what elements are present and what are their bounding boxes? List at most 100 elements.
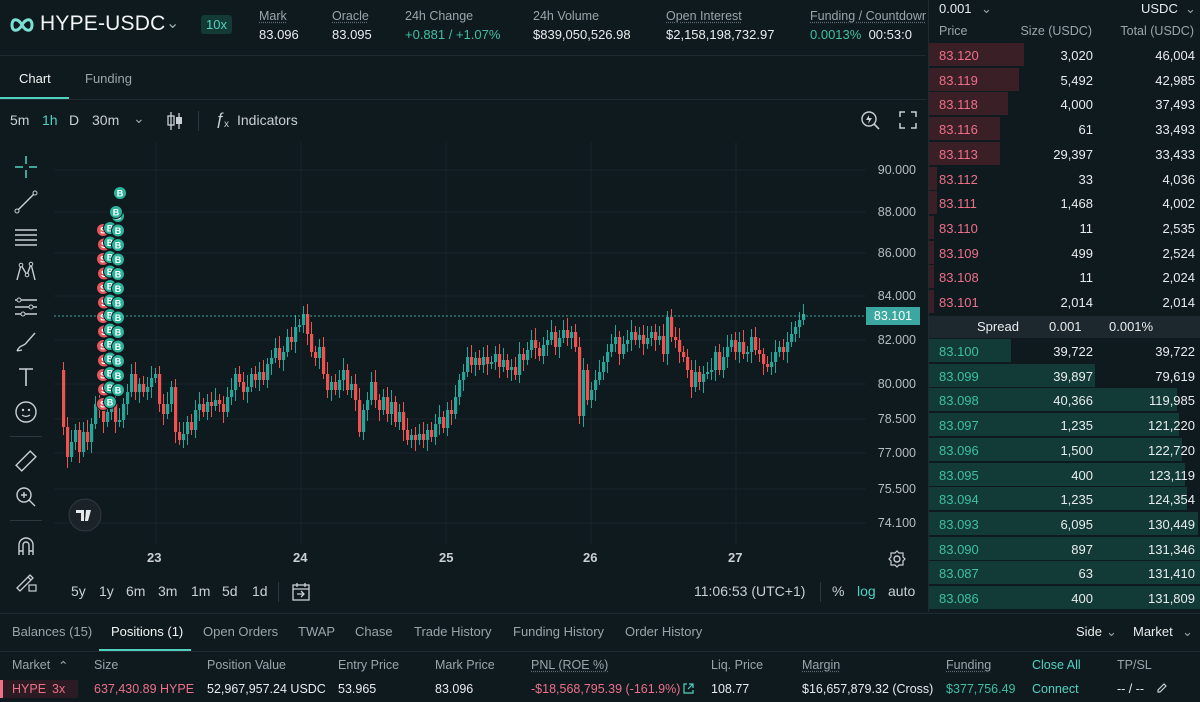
share-external-icon[interactable]	[683, 683, 694, 694]
bid-row[interactable]: 83.087 63 131,410	[929, 561, 1200, 585]
side-filter[interactable]: Side	[1076, 624, 1103, 639]
type-chevron-down-icon[interactable]: ⌄	[1182, 624, 1193, 639]
level-price[interactable]: 83.096	[939, 442, 979, 458]
tab-trade-history[interactable]: Trade History	[414, 624, 492, 639]
price-chart[interactable]: BSBBSBBSBBSBBSBBSBBSBBSBBSBBSBBSBBSBBSBB…	[54, 142, 926, 544]
leverage-badge[interactable]: 10x	[201, 15, 232, 34]
tab-funding[interactable]: Funding	[85, 71, 132, 86]
connect-button[interactable]: Connect	[1032, 682, 1079, 696]
tab-order-history[interactable]: Order History	[625, 624, 703, 639]
header-pnl[interactable]: PNL (ROE %)	[531, 658, 609, 672]
level-price[interactable]: 83.101	[939, 295, 979, 310]
header-market[interactable]: Market	[12, 658, 51, 672]
ask-row[interactable]: 83.108 11 2,024	[929, 265, 1200, 289]
range-1y[interactable]: 1y	[99, 583, 114, 599]
tab-balances[interactable]: Balances (15)	[12, 624, 93, 639]
range-5d[interactable]: 5d	[222, 583, 238, 599]
tab-funding-history[interactable]: Funding History	[513, 624, 605, 639]
ask-row[interactable]: 83.113 29,397 33,433	[929, 141, 1200, 166]
ask-row[interactable]: 83.110 11 2,535	[929, 215, 1200, 240]
level-price[interactable]: 83.100	[939, 344, 979, 359]
ask-row[interactable]: 83.120 3,020 46,004	[929, 43, 1200, 67]
level-price[interactable]: 83.120	[939, 48, 979, 63]
interval-dropdown-icon[interactable]: ⌄	[133, 110, 145, 126]
bid-row[interactable]: 83.093 6,095 130,449	[929, 511, 1200, 536]
ask-row[interactable]: 83.111 1,468 4,002	[929, 191, 1200, 215]
level-price[interactable]: 83.097	[939, 418, 979, 434]
bid-row[interactable]: 83.090 897 131,346	[929, 536, 1200, 561]
ask-row[interactable]: 83.109 499 2,524	[929, 240, 1200, 265]
zoom-in-icon[interactable]	[13, 484, 39, 510]
price-chart-canvas[interactable]: BSBBSBBSBBSBBSBBSBBSBBSBBSBBSBBSBBSBBSBB…	[54, 142, 926, 544]
trendline-icon[interactable]	[13, 189, 39, 215]
brush-icon[interactable]	[13, 329, 39, 355]
order-type-filter[interactable]: Market	[1133, 624, 1173, 639]
candle-style-icon[interactable]	[166, 110, 184, 132]
range-6m[interactable]: 6m	[126, 583, 146, 599]
bid-row[interactable]: 83.094 1,235 124,354	[929, 487, 1200, 511]
pattern-icon[interactable]	[13, 259, 39, 285]
bid-row[interactable]: 83.100 39,722 39,722	[929, 339, 1200, 363]
currency-select[interactable]: USDC	[1141, 1, 1178, 16]
level-price[interactable]: 83.099	[939, 368, 979, 384]
horizontal-lines-icon[interactable]	[13, 224, 39, 250]
fullscreen-icon[interactable]	[899, 111, 917, 129]
lock-draw-icon[interactable]	[13, 568, 39, 594]
percent-scale-toggle[interactable]: %	[832, 583, 845, 599]
tab-positions[interactable]: Positions (1)	[111, 624, 184, 639]
indicators-button[interactable]: Indicators	[237, 112, 298, 128]
level-price[interactable]: 83.087	[939, 566, 979, 582]
tab-twap[interactable]: TWAP	[298, 624, 336, 639]
magnet-icon[interactable]	[13, 533, 39, 559]
sort-up-icon[interactable]: ⌃	[58, 659, 69, 673]
level-price[interactable]: 83.112	[939, 171, 978, 187]
position-market[interactable]: HYPE	[12, 682, 47, 696]
level-price[interactable]: 83.116	[939, 122, 978, 138]
chevron-down-icon[interactable]: ⌄	[166, 15, 180, 32]
interval-d[interactable]: D	[69, 112, 80, 128]
ask-row[interactable]: 83.116 61 33,493	[929, 117, 1200, 141]
level-price[interactable]: 83.098	[939, 393, 979, 409]
level-price[interactable]: 83.113	[939, 146, 978, 162]
bid-row[interactable]: 83.096 1,500 122,720	[929, 437, 1200, 462]
ask-row[interactable]: 83.101 2,014 2,014	[929, 290, 1200, 314]
indicators-icon[interactable]: ƒ	[215, 109, 225, 128]
close-all-button[interactable]: Close All	[1032, 658, 1081, 672]
tab-chart[interactable]: Chart	[19, 71, 51, 86]
bid-row[interactable]: 83.098 40,366 119,985	[929, 388, 1200, 412]
fib-icon[interactable]	[13, 294, 39, 320]
side-chevron-down-icon[interactable]: ⌄	[1106, 624, 1117, 639]
emoji-icon[interactable]	[13, 399, 39, 425]
tab-open-orders[interactable]: Open Orders	[203, 624, 279, 639]
edit-pencil-icon[interactable]	[1156, 682, 1168, 694]
settings-gear-icon[interactable]	[888, 550, 906, 568]
bid-row[interactable]: 83.097 1,235 121,220	[929, 413, 1200, 437]
chart-clock[interactable]: 11:06:53 (UTC+1)	[694, 583, 806, 599]
interval-5m[interactable]: 5m	[10, 112, 30, 128]
bid-row[interactable]: 83.095 400 123,119	[929, 462, 1200, 487]
interval-1h[interactable]: 1h	[42, 112, 58, 128]
tick-chevron-down-icon[interactable]: ⌄	[981, 1, 992, 16]
range-1d[interactable]: 1d	[252, 583, 268, 599]
range-5y[interactable]: 5y	[71, 583, 86, 599]
range-3m[interactable]: 3m	[158, 583, 178, 599]
level-price[interactable]: 83.118	[939, 97, 978, 113]
level-price[interactable]: 83.095	[939, 467, 979, 483]
ask-row[interactable]: 83.119 5,492 42,985	[929, 67, 1200, 92]
level-price[interactable]: 83.094	[939, 492, 979, 508]
level-price[interactable]: 83.110	[939, 220, 978, 236]
text-icon[interactable]	[13, 364, 39, 390]
goto-date-icon[interactable]	[291, 582, 311, 602]
ask-row[interactable]: 83.112 33 4,036	[929, 166, 1200, 191]
currency-chevron-down-icon[interactable]: ⌄	[1185, 1, 1196, 16]
level-price[interactable]: 83.090	[939, 541, 979, 557]
level-price[interactable]: 83.109	[939, 245, 979, 261]
bid-row[interactable]: 83.099 39,897 79,619	[929, 363, 1200, 388]
market-pair-selector[interactable]: HYPE-USDC	[40, 12, 166, 35]
level-price[interactable]: 83.093	[939, 516, 979, 532]
ask-row[interactable]: 83.118 4,000 37,493	[929, 92, 1200, 116]
level-price[interactable]: 83.119	[939, 72, 978, 88]
screenshot-icon[interactable]	[860, 110, 880, 130]
level-price[interactable]: 83.086	[939, 591, 979, 606]
level-price[interactable]: 83.108	[939, 270, 979, 286]
